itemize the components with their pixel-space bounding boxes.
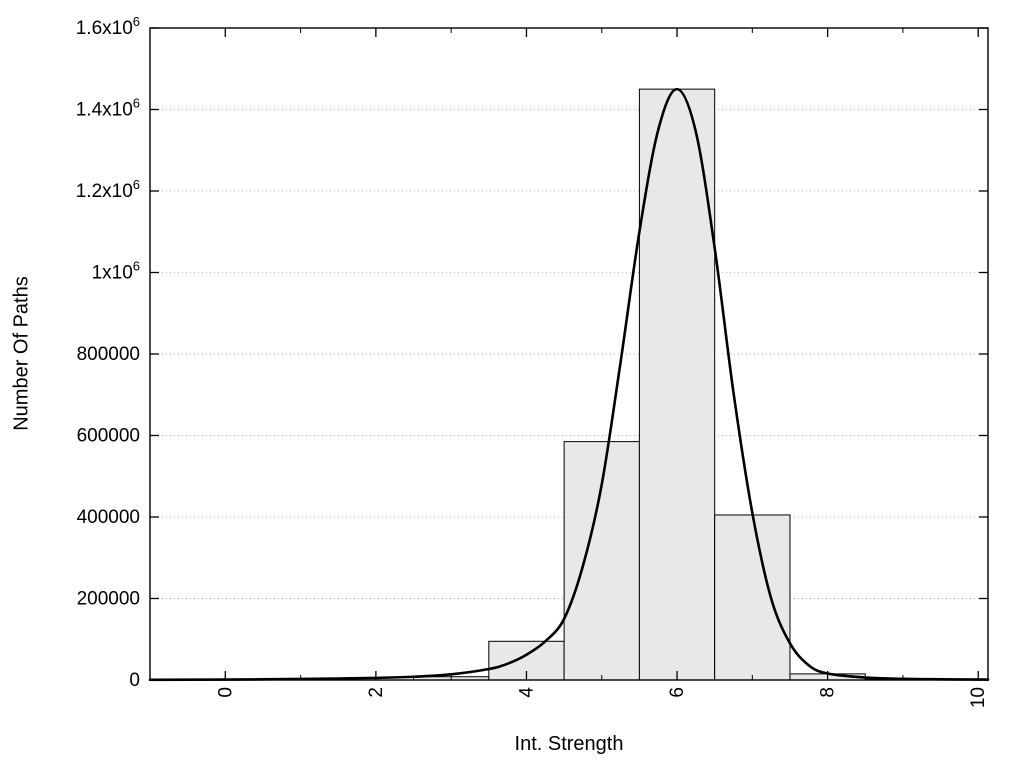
y-tick-label: 1.2x106: [76, 177, 140, 202]
y-axis-title: Number Of Paths: [10, 276, 33, 431]
y-tick-label: 400000: [77, 507, 140, 528]
y-tick-label: 0: [129, 670, 140, 691]
x-axis-title: Int. Strength: [514, 733, 624, 755]
y-tick-label: 1.6x106: [76, 14, 140, 39]
fit-curve: [148, 87, 990, 682]
x-tick-label: 0: [215, 687, 236, 698]
x-tick-label: 4: [516, 687, 537, 698]
y-tick-label: 800000: [77, 344, 140, 365]
histogram-bar: [714, 514, 791, 681]
y-tick-label: 200000: [77, 589, 140, 610]
y-tick-label: 1x106: [92, 259, 140, 284]
x-tick-label: 2: [366, 687, 387, 698]
histogram-bar: [638, 88, 716, 681]
y-tick-label: 600000: [77, 426, 140, 447]
y-tick-label: 1.4x106: [76, 96, 140, 121]
x-tick-label: 10: [968, 687, 989, 708]
x-tick-label: 6: [667, 687, 688, 698]
x-tick-label: 8: [818, 687, 839, 698]
